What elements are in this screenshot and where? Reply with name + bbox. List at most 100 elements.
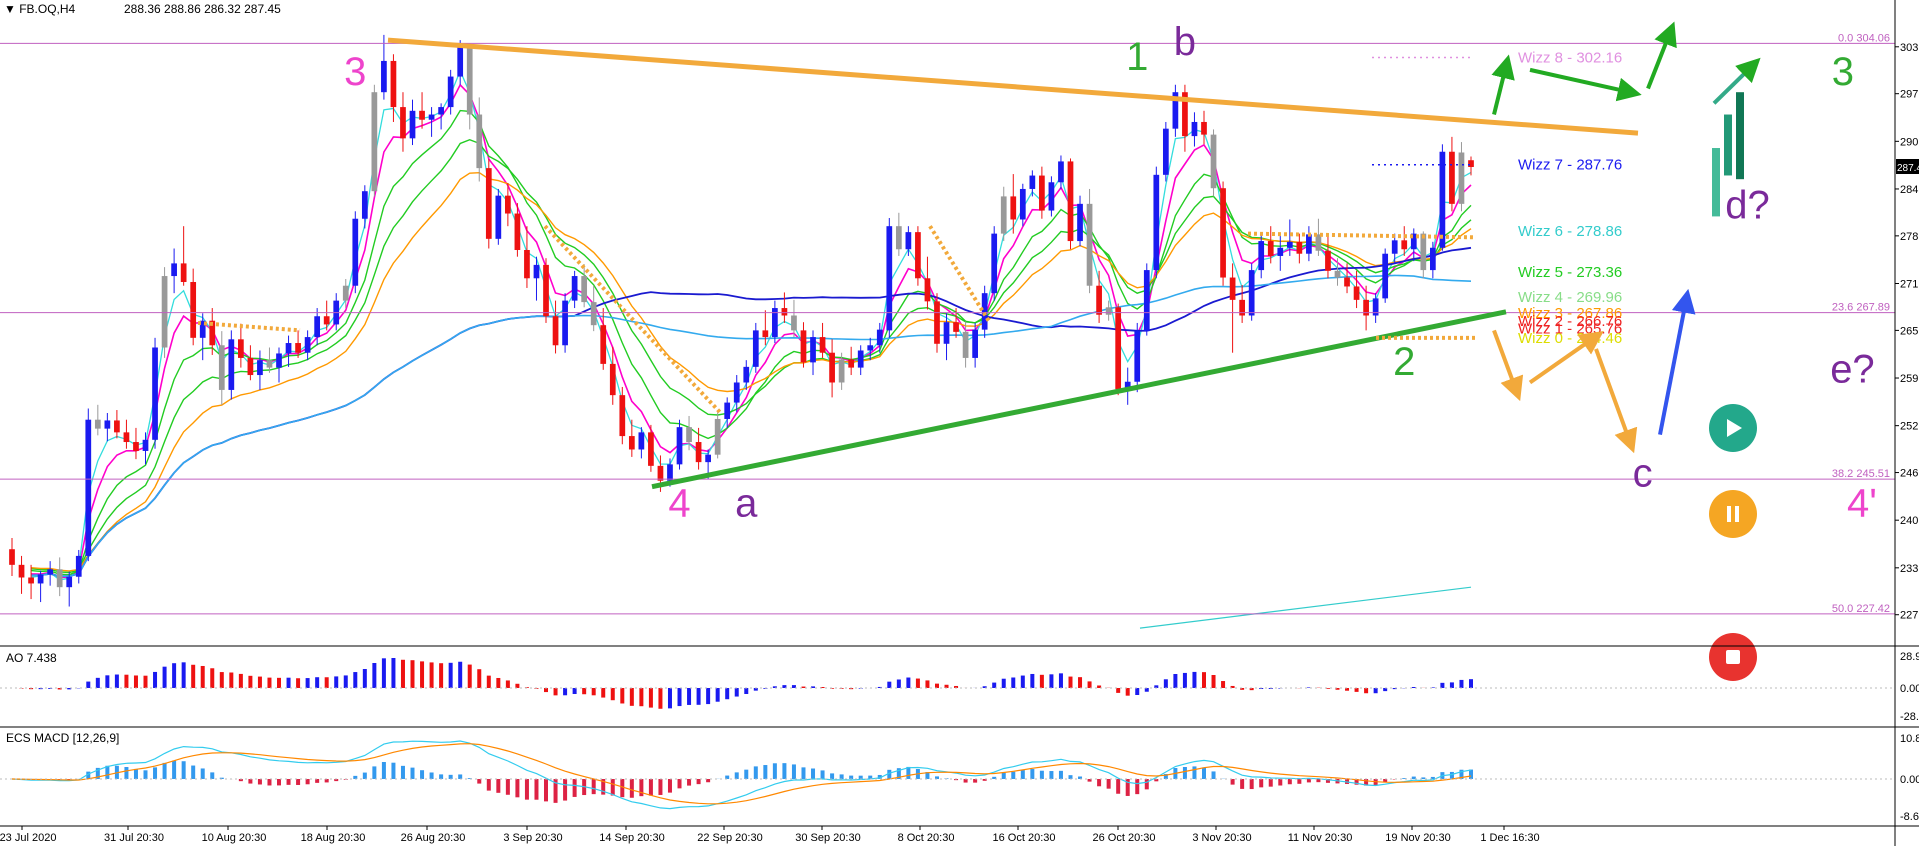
ma-green2-line (31, 138, 1472, 574)
time-tick-label: 3 Sep 20:30 (503, 832, 562, 844)
ao-label: AO 7.438 (6, 651, 57, 665)
candle-body (1267, 241, 1274, 256)
symbol-title: ▼ FB.OQ,H4 (4, 2, 76, 16)
candle-body (428, 114, 435, 120)
candle-body (733, 382, 740, 403)
candle-body (590, 302, 597, 326)
candle-body (1277, 247, 1284, 256)
candle-body (619, 395, 626, 437)
candle-body (75, 555, 82, 577)
candle-body (628, 436, 635, 450)
candle-body (276, 353, 282, 368)
candle-body (848, 359, 855, 368)
wizz-level-label: Wizz 0 - 264.46 (1518, 330, 1622, 347)
time-tick-label: 8 Oct 20:30 (898, 832, 955, 844)
candle-body (905, 232, 912, 250)
candle-body (476, 114, 483, 169)
candle-body (409, 110, 416, 139)
candle-body (342, 285, 349, 301)
candle-body (1115, 307, 1122, 390)
candle-body (1229, 277, 1236, 300)
price-tick-label: 259.10 (1900, 373, 1919, 385)
candle-body (1134, 331, 1141, 382)
ma-teal-line (1139, 586, 1472, 629)
candle-body (180, 263, 187, 283)
candle-body (9, 549, 15, 565)
candle-body (514, 213, 521, 250)
fib-level-label: 0.0 304.06 (1838, 32, 1890, 44)
candle-body (524, 249, 530, 279)
candle-body (142, 439, 149, 451)
wizz-level-label: Wizz 5 - 273.36 (1518, 264, 1622, 281)
wizz-level-label: Wizz 8 - 302.16 (1518, 50, 1622, 67)
candle-body (400, 107, 406, 139)
time-tick-label: 14 Sep 20:30 (599, 832, 664, 844)
candle-body (209, 320, 216, 346)
price-tick-label: 297.30 (1900, 89, 1919, 101)
wave-label: 1 (1126, 35, 1148, 79)
annotations-group: 3 4 1 2 a b 3 d? e? c 4' (197, 20, 1877, 681)
time-tick-label: 31 Jul 20:30 (104, 832, 164, 844)
candle-body (1191, 121, 1198, 137)
wave-label: c (1633, 452, 1653, 496)
candle-body (762, 330, 769, 338)
candle-body (381, 60, 387, 93)
candle-body (895, 226, 902, 250)
candle-body (838, 359, 845, 383)
wave-label: d? (1725, 184, 1770, 228)
candle-body (171, 263, 177, 277)
wave-label: a (735, 481, 758, 525)
forecast-arrow (1646, 21, 1677, 90)
fib-level-label: 38.2 245.51 (1832, 468, 1890, 480)
candle-body (543, 264, 549, 317)
candle-body (247, 357, 254, 376)
candle-body (743, 366, 750, 383)
candle-body (314, 316, 321, 338)
price-tick-label: 303.60 (1900, 42, 1919, 54)
candle-body (1258, 241, 1265, 271)
forecast-arrow (1594, 348, 1638, 454)
candle-body (1000, 196, 1007, 234)
wave-label: 2 (1393, 340, 1415, 384)
candle-body (819, 337, 826, 353)
candle-body (657, 465, 664, 481)
candle-body (466, 47, 473, 115)
dotted-level-line (928, 225, 992, 324)
candle-body (457, 47, 464, 77)
price-tick-label: 265.50 (1900, 325, 1919, 337)
lower-trendline (651, 309, 1507, 490)
candle-body (285, 343, 292, 354)
time-tick-label: 11 Nov 20:30 (1288, 832, 1353, 844)
candle-body (962, 331, 969, 358)
candle-body (695, 442, 702, 463)
fib-level-label: 50.0 227.42 (1832, 603, 1890, 615)
candle-body (1315, 234, 1322, 251)
candle-body (972, 329, 978, 358)
candle-body (1239, 299, 1245, 316)
candle-body (37, 574, 44, 584)
candle-body (1372, 298, 1379, 316)
wave-label: 3 (344, 50, 366, 94)
price-tick-label: 284.50 (1900, 184, 1919, 196)
dotted-level-line (543, 224, 722, 414)
candle-body (1019, 188, 1026, 220)
forecast-arrow (1529, 67, 1642, 102)
candle-body (705, 454, 711, 463)
wave-label: e? (1830, 347, 1875, 391)
candle-body (800, 330, 807, 363)
candle-body (1458, 152, 1465, 204)
candle-body (218, 345, 225, 390)
price-tick-label: 233.60 (1900, 563, 1919, 575)
forecast-arrow (1712, 57, 1761, 105)
candle-body (1010, 196, 1017, 220)
candle-body (1058, 161, 1064, 183)
bar-chart-icon (1712, 92, 1744, 217)
candle-body (1201, 121, 1207, 135)
candle-body (1124, 381, 1131, 390)
candle-body (238, 339, 244, 358)
candle-body (28, 577, 34, 584)
candle-body (772, 308, 778, 338)
candle-body (190, 282, 197, 338)
wave-label: 4' (1847, 481, 1877, 525)
